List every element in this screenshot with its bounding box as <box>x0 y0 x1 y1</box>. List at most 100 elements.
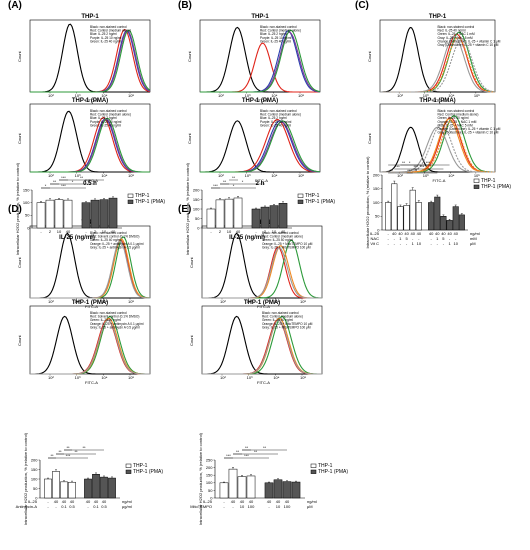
row-value: - <box>387 241 389 246</box>
x-tick-label: 10⁵ <box>474 93 480 98</box>
row-value: - <box>387 236 389 241</box>
x-tick-label: 10² <box>48 93 54 98</box>
x-axis-label: FITC-A <box>85 380 98 385</box>
plot-frame <box>199 103 321 173</box>
y-tick-label: 50 <box>25 213 30 218</box>
row-label: IL-25 <box>203 499 213 504</box>
y-tick-label: 150 <box>206 473 213 478</box>
legend-swatch <box>310 469 317 474</box>
histogram-curve <box>380 120 495 173</box>
row-value: 40 <box>102 499 107 504</box>
legend-entry: Red: Control (medium alone) <box>262 315 303 319</box>
bar <box>228 468 238 499</box>
legend-entry: Red: Control (medium alone) <box>262 235 303 239</box>
row-value: 1 <box>412 241 415 246</box>
sig-label: *** <box>413 164 418 169</box>
legend-entry: Gray: IL-25 + NAC 5 mM <box>438 123 474 127</box>
legend-entry: Red: Control (medium alone) <box>90 113 131 117</box>
bar <box>273 479 283 499</box>
y-tick-label: 50 <box>375 214 380 219</box>
histogram-curve <box>202 315 322 375</box>
sig-label: ** <box>74 449 78 454</box>
row-unit: μg/ml <box>122 504 132 509</box>
row-value: - <box>223 504 225 509</box>
row-value: 40 <box>410 231 415 236</box>
x-tick-label: 10² <box>218 173 224 178</box>
bar <box>434 196 441 231</box>
row-value: 40 <box>267 499 272 504</box>
y-tick-label: 0 <box>197 225 200 230</box>
histogram-panel: THP-1 (PMA) 10² 10³ 10⁴ 10⁵ FITC-A Count Black:… <box>367 98 501 183</box>
x-tick-label: 10³ <box>423 93 429 98</box>
legend-entry: Green: IL-25 40 ng/ml <box>90 39 121 43</box>
legend-entry: Gray: IL-25 + antimycin A 0.5 μg/ml <box>90 325 140 329</box>
x-tick-label: 10⁵ <box>474 173 480 178</box>
category-label: 40 <box>236 229 241 234</box>
x-tick-label: 10³ <box>245 173 251 178</box>
x-tick-label: 10² <box>397 93 403 98</box>
legend-entry: Orange: IL-25 + NAC 1 mM <box>438 120 477 124</box>
panel-label: (A) <box>8 0 22 11</box>
bar <box>81 202 91 229</box>
bar <box>108 197 118 229</box>
y-axis-label: Count <box>17 50 22 62</box>
y-tick-label: 0 <box>27 225 30 230</box>
bar <box>291 481 301 499</box>
bar <box>215 199 225 229</box>
row-value: 0.5 <box>69 504 75 509</box>
histogram-curve <box>30 29 151 93</box>
row-value: 10 <box>276 504 281 509</box>
bar <box>63 199 73 229</box>
legend-entry: Black: non-stained control <box>260 109 297 113</box>
row-label: IL-25 <box>370 231 380 236</box>
row-value: 40 <box>249 499 254 504</box>
sig-label: *** <box>426 160 431 165</box>
legend-entry: Red: Control (medium alone) <box>90 29 131 33</box>
panel-label: (B) <box>178 0 192 11</box>
row-value: 0.1 <box>61 504 67 509</box>
bar <box>44 478 52 499</box>
histogram-curve <box>202 246 322 299</box>
legend-entry: Green: IL-25 40 ng/ml <box>260 123 291 127</box>
y-tick-label: 0 <box>377 227 380 232</box>
legend-entry: Orange: IL-25 + antimycin A 0.1 μg/ml <box>90 242 144 246</box>
sig-label: ** <box>58 449 62 454</box>
legend-entry: Red: IL-25 40 ng/ml <box>438 29 466 33</box>
bar <box>219 482 229 499</box>
histogram-panel: THP-1 (PMA) 10² 10³ 10⁴ 10⁵ FITC-A Count Black:… <box>187 98 321 183</box>
category-label: 10 <box>102 229 107 234</box>
bar <box>92 474 100 499</box>
y-tick-label: 100 <box>31 476 38 481</box>
sig-label: *** <box>226 453 231 458</box>
legend-swatch <box>125 463 132 468</box>
sig-label: *** <box>407 168 412 173</box>
x-tick-label: 10² <box>48 299 54 304</box>
legend-entry: Red: Solvent control (0.1% DMSO) <box>90 235 139 239</box>
category-label: 10 <box>272 229 277 234</box>
legend-entry: Gray: IL-25 + antimycin A 0.5 μg/ml <box>90 245 140 249</box>
x-tick-label: 10⁵ <box>128 173 134 178</box>
row-value: 40 <box>429 231 434 236</box>
histogram-title: THP-1 (PMA) <box>244 300 280 306</box>
row-unit: μM <box>307 504 313 509</box>
x-axis-label: FITC-A <box>85 98 98 103</box>
histogram-curve <box>30 117 150 173</box>
legend-entry: Blue: IL-25 2 ng/ml <box>260 32 287 36</box>
row-value: - <box>55 504 57 509</box>
row-label: Vit C <box>370 241 379 246</box>
row-value: - <box>394 241 396 246</box>
histogram-curve <box>30 23 150 93</box>
bar <box>409 189 416 231</box>
x-tick-label: 10⁴ <box>101 375 107 380</box>
legend-entry: Green: IL-25 40 ng/ml <box>262 238 293 242</box>
x-tick-label: 10³ <box>75 173 81 178</box>
legend-entry: Green: IL-25 + NAC 1 mM <box>438 32 475 36</box>
histogram-curve <box>200 29 321 93</box>
sig-label: * <box>233 183 235 188</box>
row-value: - <box>437 241 439 246</box>
row-value: 40 <box>276 499 281 504</box>
